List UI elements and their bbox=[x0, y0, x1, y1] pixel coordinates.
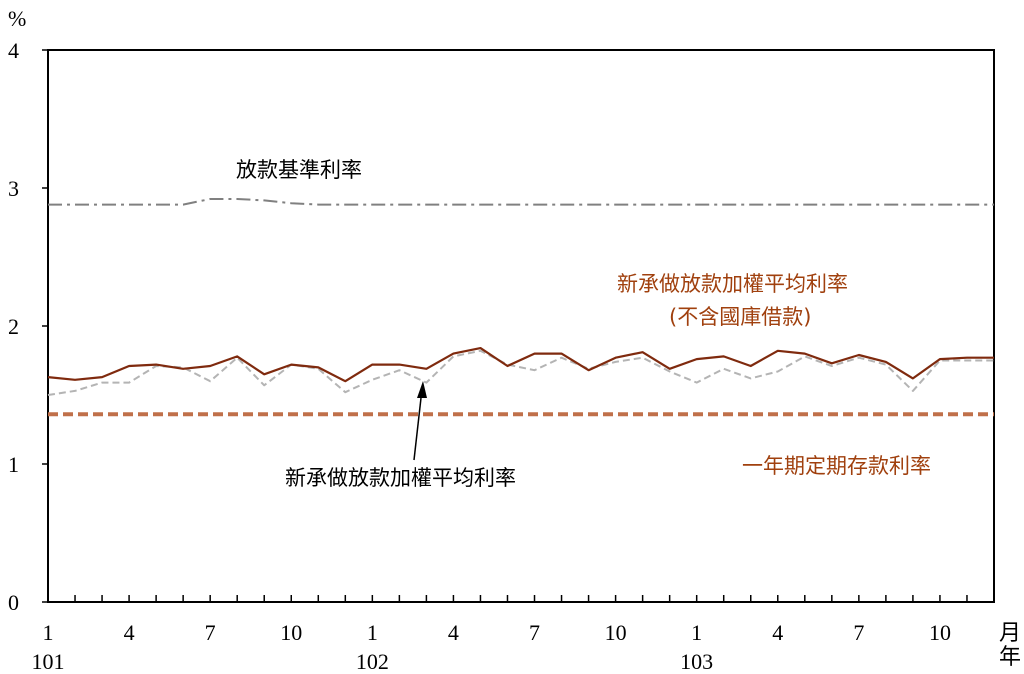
series-new-loans-excl-line bbox=[47, 347, 994, 383]
x-tick-label: 10 bbox=[280, 620, 302, 645]
annotation-arrowhead bbox=[417, 381, 427, 398]
x-tick-label: 7 bbox=[853, 620, 864, 645]
x-unit-month: 月 bbox=[999, 620, 1021, 645]
annotation-new-loans: 新承做放款加權平均利率 bbox=[285, 466, 516, 490]
y-unit-label: % bbox=[8, 6, 26, 31]
x-tick-label: 4 bbox=[772, 620, 783, 645]
annotation-arrow bbox=[413, 397, 422, 461]
y-tick-label: 2 bbox=[8, 314, 19, 339]
x-tick-label: 1 bbox=[691, 620, 702, 645]
annotation-new-loans-excl-sub: (不含國庫借款) bbox=[669, 305, 811, 329]
x-tick-label: 7 bbox=[205, 620, 216, 645]
x-tick-label: 7 bbox=[529, 620, 540, 645]
series-prime-line bbox=[48, 198, 994, 206]
x-tick-label: 4 bbox=[448, 620, 459, 645]
y-tick-label: 4 bbox=[8, 38, 19, 63]
x-year-label: 102 bbox=[356, 649, 389, 674]
plot-frame bbox=[47, 49, 995, 603]
annotation-prime: 放款基準利率 bbox=[236, 158, 362, 182]
x-tick-label: 10 bbox=[929, 620, 951, 645]
x-tick-label: 10 bbox=[605, 620, 627, 645]
y-tick-label: 0 bbox=[8, 590, 19, 615]
y-axis-ticks: 0 1 2 3 4 bbox=[8, 38, 48, 615]
x-year-label: 101 bbox=[32, 649, 65, 674]
x-year-label: 103 bbox=[680, 649, 713, 674]
x-tick-label: 1 bbox=[43, 620, 54, 645]
y-tick-label: 3 bbox=[8, 176, 19, 201]
annotation-deposit: 一年期定期存款利率 bbox=[742, 454, 931, 478]
series-layer bbox=[47, 198, 994, 417]
x-tick-label: 4 bbox=[124, 620, 135, 645]
x-tick-label: 1 bbox=[367, 620, 378, 645]
series-new-loans-line bbox=[47, 349, 994, 396]
annotation-new-loans-excl: 新承做放款加權平均利率 bbox=[617, 272, 848, 296]
x-unit-year: 年 bbox=[999, 644, 1021, 669]
y-tick-label: 1 bbox=[8, 452, 19, 477]
